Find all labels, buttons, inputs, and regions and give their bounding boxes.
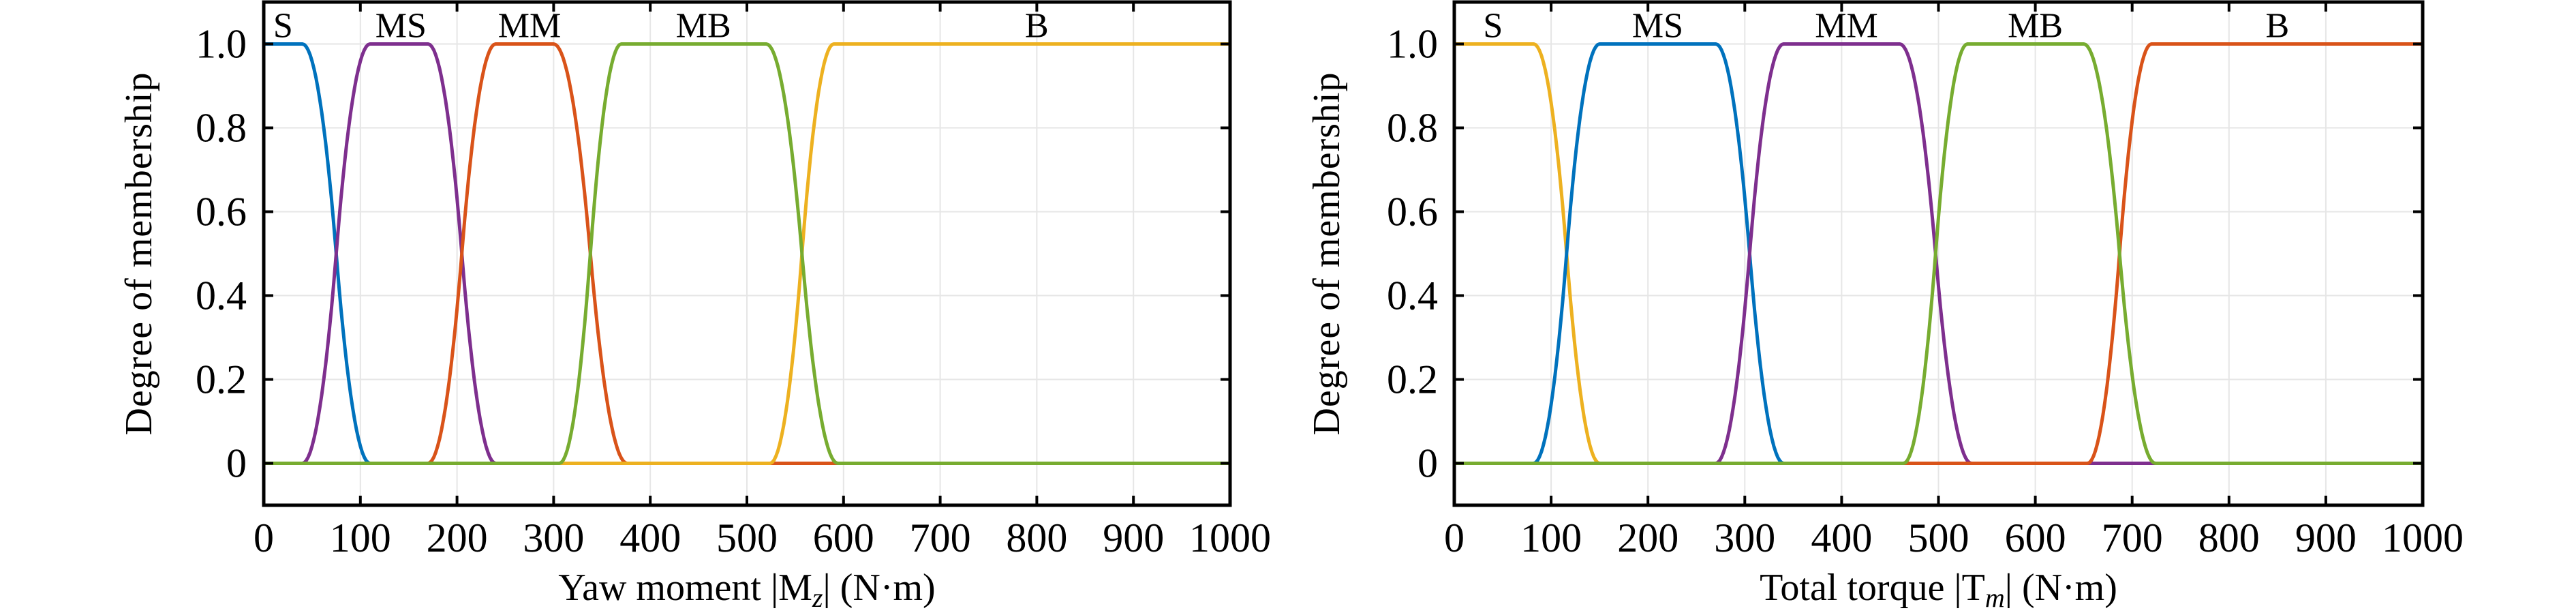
y-tick-label: 1.0: [1387, 22, 1438, 67]
x-tick-label: 500: [716, 515, 778, 560]
x-axis-label: Yaw moment |Mz| (N·m): [558, 567, 935, 613]
x-tick-label: 1000: [1189, 515, 1271, 560]
x-tick-label: 200: [1617, 515, 1678, 560]
y-tick-label: 0.4: [1387, 273, 1438, 318]
x-tick-label: 800: [2198, 515, 2260, 560]
y-axis-label: Degree of membership: [1306, 72, 1348, 435]
series-line-MB: [264, 42, 1230, 465]
series-line-MB: [1454, 42, 2423, 465]
x-tick-label: 400: [1811, 515, 1872, 560]
x-tick-label: 900: [2295, 515, 2357, 560]
x-tick-label: 600: [813, 515, 874, 560]
x-tick-label: 500: [1908, 515, 1969, 560]
x-tick-label: 800: [1006, 515, 1067, 560]
x-tick-label: 900: [1103, 515, 1164, 560]
series-label-MB: MB: [676, 7, 731, 46]
x-tick-label: 200: [427, 515, 488, 560]
series-label-MS: MS: [375, 7, 427, 46]
x-tick-label: 300: [523, 515, 584, 560]
x-axis-label: Total torque |Tm| (N·m): [1760, 567, 2117, 613]
chart-2: S MS MM B MB 0 100 200 300 400 500 600 700 800 900 1000…: [1306, 0, 2464, 613]
y-tick-label: 0: [1417, 441, 1438, 486]
y-tick-label: 0.2: [1387, 357, 1438, 402]
y-tick-label: 1.0: [196, 22, 247, 67]
series-label-B: B: [1025, 7, 1049, 46]
series-label-S: S: [273, 7, 293, 46]
x-tick-label: 300: [1714, 515, 1775, 560]
x-tick-label: 700: [910, 515, 971, 560]
x-tick-label: 100: [330, 515, 391, 560]
x-tick-label: 0: [254, 515, 274, 560]
x-tick-label: 400: [619, 515, 681, 560]
chart-1: S MS MM B MB 0 100 200 300 400 500 600 700 800 900 1000…: [118, 0, 1271, 613]
series-label-S: S: [1483, 7, 1503, 46]
x-tick-label: 1000: [2382, 515, 2464, 560]
x-tick-label: 700: [2102, 515, 2163, 560]
series-label-MB: MB: [2008, 7, 2063, 46]
series-label-MM: MM: [498, 7, 561, 46]
y-tick-label: 0: [226, 441, 247, 486]
y-tick-label: 0.8: [1387, 106, 1438, 151]
y-tick-label: 0.8: [196, 106, 247, 151]
series-label-MM: MM: [1815, 7, 1877, 46]
series-label-MS: MS: [1632, 7, 1683, 46]
y-axis-label: Degree of membership: [118, 72, 160, 435]
series-label-B: B: [2266, 7, 2290, 46]
y-tick-label: 0.2: [196, 357, 247, 402]
y-tick-label: 0.6: [1387, 190, 1438, 235]
x-tick-label: 600: [2005, 515, 2066, 560]
y-tick-label: 0.4: [196, 273, 247, 318]
y-tick-label: 0.6: [196, 190, 247, 235]
x-tick-label: 100: [1520, 515, 1582, 560]
x-tick-label: 0: [1444, 515, 1465, 560]
